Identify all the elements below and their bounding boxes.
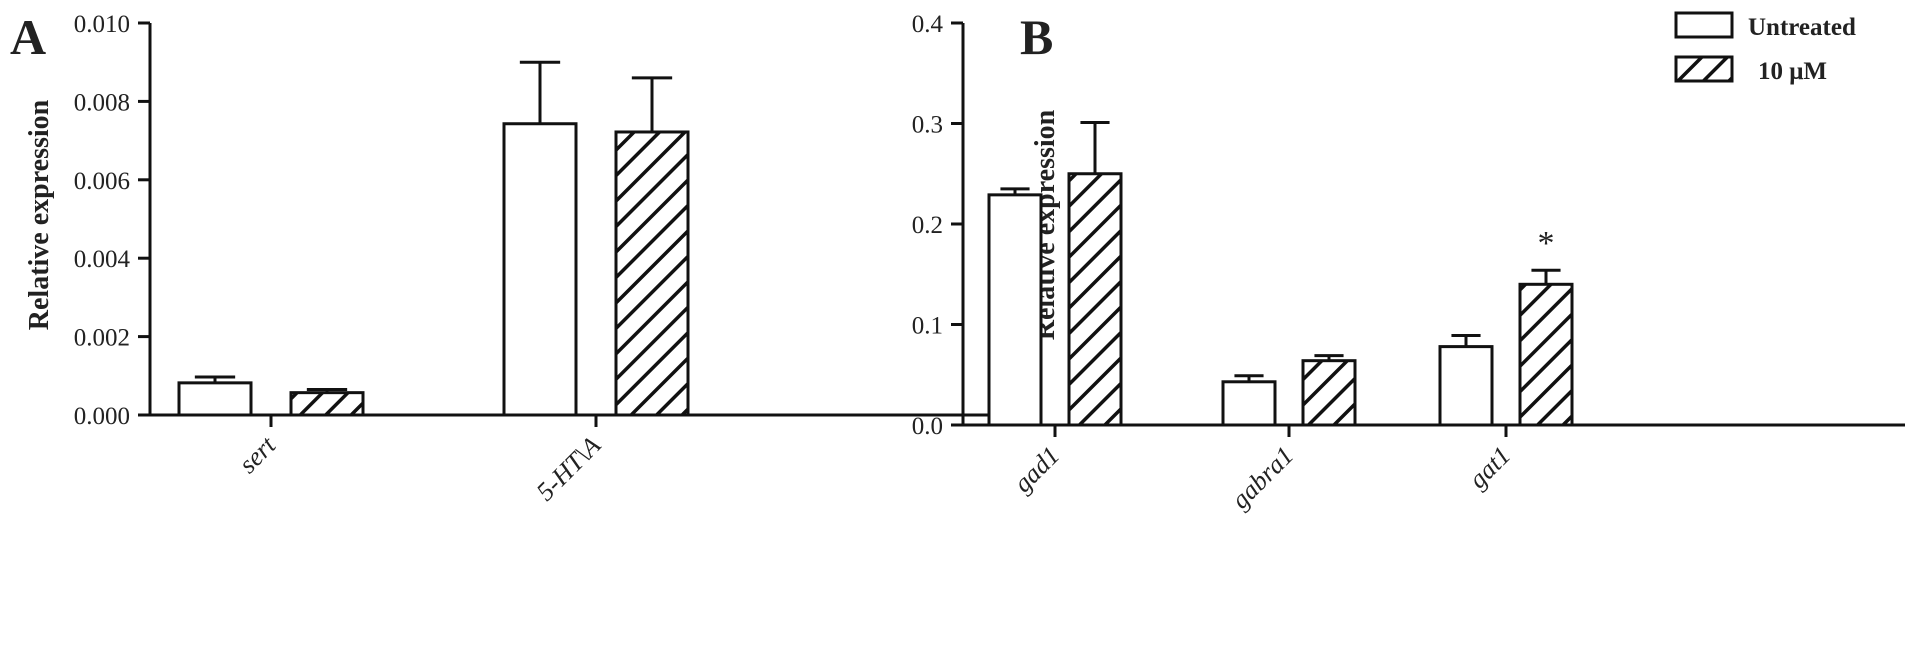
legend-label-untreated: Untreated [1748, 14, 1856, 41]
panel-b-category-label: gat1 [1463, 441, 1516, 494]
panel-a-bar-5-ht1a-treated [614, 130, 690, 417]
panel-b-y-tick-label: 0.3 [912, 112, 943, 139]
legend-label-treated: 10 μM [1758, 58, 1827, 85]
panel-a-y-tick-label: 0.004 [74, 246, 131, 273]
panel-a-category-label: 5-HT\A [531, 431, 607, 507]
panel-a-bar-sert-treated [289, 391, 365, 417]
panel-a-y-tick-label: 0.010 [74, 11, 130, 38]
panel-a-category-label: sert [233, 430, 282, 479]
panel-b: B Relative expression 0.00.10.20.30.4gad… [912, 9, 1905, 514]
legend-swatch-treated [1674, 55, 1734, 83]
panel-b-category-label: gad1 [1008, 441, 1065, 498]
panel-b-y-tick-label: 0.2 [912, 212, 943, 239]
panel-letter-b: B [1020, 9, 1053, 65]
panel-a-y-axis-title: Relative expression [24, 99, 55, 330]
panel-b-bar-gabra1-treated [1301, 359, 1357, 427]
panel-a-bar-5-ht1a-untreated [502, 122, 578, 417]
panel-a-y-tick-label: 0.006 [74, 168, 130, 195]
panel-b-y-tick-label: 0.4 [912, 11, 944, 38]
legend-swatch-untreated [1674, 11, 1734, 39]
panel-a-y-tick-label: 0.008 [74, 89, 130, 116]
panel-b-y-tick-label: 0.0 [912, 413, 943, 440]
panel-b-y-tick-label: 0.1 [912, 313, 943, 340]
panel-a-plot-area: 0.000 0.002 0.004 0.006 0.008 0.010 sert 5-HT\A [74, 11, 1000, 506]
panel-a: A Relative expression 0.0000.0020.0040.0… [10, 9, 1000, 506]
panel-b-bar-gad1-untreated [987, 193, 1043, 427]
panel-b-bar-gabra1-untreated [1221, 380, 1277, 427]
panel-b-significance-mark: * [1538, 225, 1555, 262]
panel-a-y-tick-label: 0.000 [74, 403, 130, 430]
panel-b-bar-gat1-untreated [1438, 345, 1494, 427]
panel-b-category-label: gabra1 [1226, 441, 1300, 515]
panel-b-bar-gat1-treated [1518, 282, 1574, 427]
panel-letter-a: A [10, 9, 46, 65]
panel-a-bar-sert-untreated [177, 381, 253, 417]
panel-a-y-tick-label: 0.002 [74, 325, 130, 352]
legend: Untreated 10 μM [1674, 11, 1856, 85]
panel-b-bar-gad1-treated [1067, 172, 1123, 427]
